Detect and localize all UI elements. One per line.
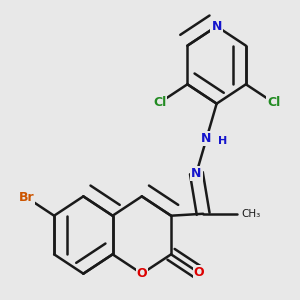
Text: O: O [194, 266, 204, 279]
Text: N: N [201, 132, 212, 145]
Text: CH₃: CH₃ [241, 209, 261, 219]
Text: N: N [191, 167, 202, 180]
Text: Br: Br [19, 191, 34, 204]
Text: H: H [218, 136, 227, 146]
Text: Cl: Cl [153, 96, 166, 109]
Text: Cl: Cl [267, 96, 280, 109]
Text: N: N [212, 20, 222, 33]
Text: O: O [136, 267, 147, 280]
